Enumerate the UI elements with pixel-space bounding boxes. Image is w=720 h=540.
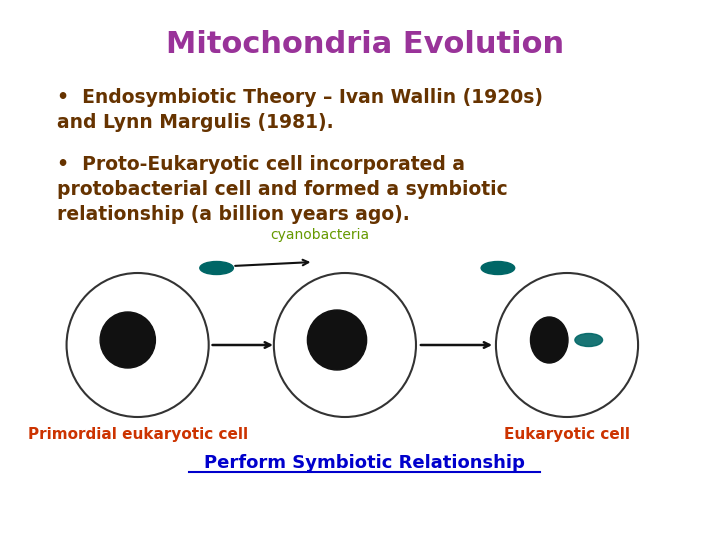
Circle shape (100, 312, 156, 368)
Circle shape (307, 310, 366, 370)
Text: Eukaryotic cell: Eukaryotic cell (504, 427, 630, 442)
Ellipse shape (200, 261, 233, 274)
Ellipse shape (575, 334, 603, 347)
Ellipse shape (531, 317, 568, 363)
Ellipse shape (481, 261, 515, 274)
Text: Perform Symbiotic Relationship: Perform Symbiotic Relationship (204, 454, 525, 472)
Text: Primordial eukaryotic cell: Primordial eukaryotic cell (27, 427, 248, 442)
Text: •  Proto-Eukaryotic cell incorporated a
protobacterial cell and formed a symbiot: • Proto-Eukaryotic cell incorporated a p… (57, 155, 508, 224)
Text: Mitochondria Evolution: Mitochondria Evolution (166, 30, 564, 59)
Text: •  Endosymbiotic Theory – Ivan Wallin (1920s)
and Lynn Margulis (1981).: • Endosymbiotic Theory – Ivan Wallin (19… (57, 88, 543, 132)
Text: cyanobacteria: cyanobacteria (271, 228, 370, 242)
